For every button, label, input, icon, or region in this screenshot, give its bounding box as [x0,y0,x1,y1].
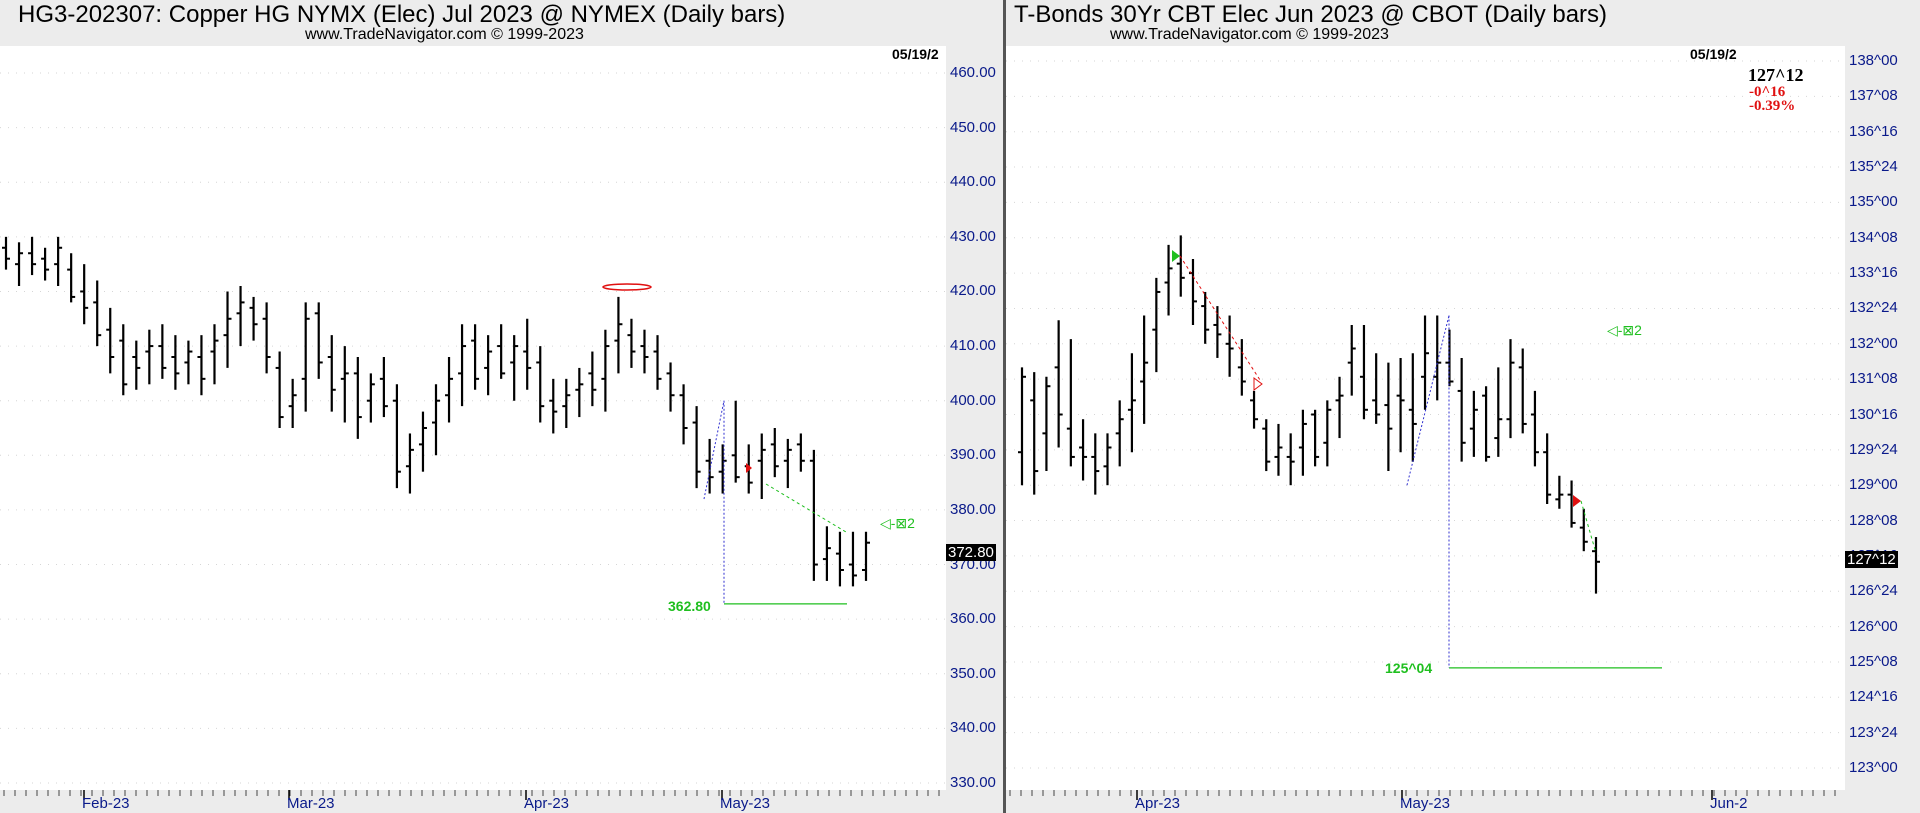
price-tick-label: 123^00 [1849,759,1898,776]
projection-leg [703,400,725,500]
price-tick-label: 360.00 [950,610,996,628]
panel-divider [1003,0,1006,813]
price-tick-label: 138^00 [1849,52,1898,69]
price-tick-label: 129^24 [1849,440,1898,458]
tbond-chart-header: T-Bonds 30Yr CBT Elec Jun 2023 @ CBOT (D… [1006,0,1845,46]
time-tick-label: Mar-23 [287,795,335,812]
price-tick-label: 133^16 [1849,264,1898,282]
copper-last-price: 372.80 [946,544,996,561]
tbond-quote-change: -0^16 [1749,84,1786,100]
price-tick-label: 126^24 [1849,582,1898,600]
copper-target-label: 362.80 [668,598,711,614]
copper-date-label: 05/19/2 [892,46,939,62]
time-tick-label: Apr-23 [1135,795,1181,812]
time-tick-label: May-23 [1400,795,1451,812]
price-tick-label: 350.00 [950,664,996,682]
price-tick-label: 440.00 [950,173,996,191]
copper-chart-header: HG3-202307: Copper HG NYMX (Elec) Jul 20… [0,0,1003,46]
price-tick-label: 129^00 [1849,476,1898,494]
price-tick-label: 410.00 [950,337,996,355]
copper-chart-panel: HG3-202307: Copper HG NYMX (Elec) Jul 20… [0,0,1003,813]
price-tick-label: 131^08 [1849,370,1898,388]
time-axis [0,790,946,813]
price-tick-label: 420.00 [950,282,996,300]
tbond-chart-title: T-Bonds 30Yr CBT Elec Jun 2023 @ CBOT (D… [1014,1,1608,28]
price-tick-label: 390.00 [950,446,996,464]
price-tick-label: 460.00 [950,64,996,81]
price-tick-label: 126^00 [1849,617,1898,635]
price-tick-label: 130^16 [1849,405,1898,423]
tbond-target-label: 125^04 [1385,660,1433,676]
tbond-price-axis [1845,0,1920,813]
copper-price-axis [946,0,1003,813]
time-tick-label: Feb-23 [82,795,130,812]
price-tick-label: 380.00 [950,500,996,518]
copper-pattern-marker: ◁-⊠2 [880,515,915,531]
tbond-chart-subtitle: www.TradeNavigator.com © 1999-2023 [1110,26,1389,43]
price-tick-label: 340.00 [950,719,996,737]
copper-chart-subtitle: www.TradeNavigator.com © 1999-2023 [305,26,584,43]
price-tick-label: 135^00 [1849,193,1898,211]
price-tick-label: 132^00 [1849,334,1898,352]
time-tick-label: May-23 [720,795,771,812]
price-tick-label: 137^08 [1849,87,1898,105]
sell-arrow-marker [746,463,752,473]
price-tick-label: 128^08 [1849,511,1898,529]
time-tick-label: Jun-2 [1710,795,1748,812]
price-tick-label: 330.00 [950,774,996,791]
price-tick-label: 430.00 [950,227,996,245]
price-tick-label: 125^08 [1849,652,1898,670]
down-projection-line [1179,255,1261,381]
buy-arrow-marker [1172,250,1180,262]
price-tick-label: 132^24 [1849,299,1898,317]
tbond-quote-percent: -0.39% [1749,98,1796,114]
price-tick-label: 450.00 [950,118,996,136]
copper-ohlc-plot [0,72,946,813]
tbond-date-label: 05/19/2 [1690,46,1737,62]
price-tick-label: 124^16 [1849,688,1898,706]
price-tick-label: 134^08 [1849,228,1898,246]
target-arrow-outline [1253,377,1263,391]
tbond-ohlc-plot [1006,60,1845,813]
price-tick-label: 136^16 [1849,122,1898,140]
trend-projection-line [765,483,847,533]
price-tick-label: 135^24 [1849,158,1898,176]
price-tick-label: 123^24 [1849,723,1898,741]
tbond-last-price: 127^12 [1845,551,1898,568]
copper-chart-title: HG3-202307: Copper HG NYMX (Elec) Jul 20… [18,1,786,28]
projection-leg [1406,315,1450,486]
price-tick-label: 400.00 [950,391,996,409]
tbond-pattern-marker: ◁-⊠2 [1607,322,1642,338]
time-axis [1006,790,1845,813]
tbond-quote-price: 127^12 [1748,65,1804,85]
sell-arrow-marker [1573,495,1581,507]
time-tick-label: Apr-23 [524,795,570,812]
high-marker-ellipse [602,283,652,291]
tbond-chart-panel: T-Bonds 30Yr CBT Elec Jun 2023 @ CBOT (D… [1006,0,1920,813]
